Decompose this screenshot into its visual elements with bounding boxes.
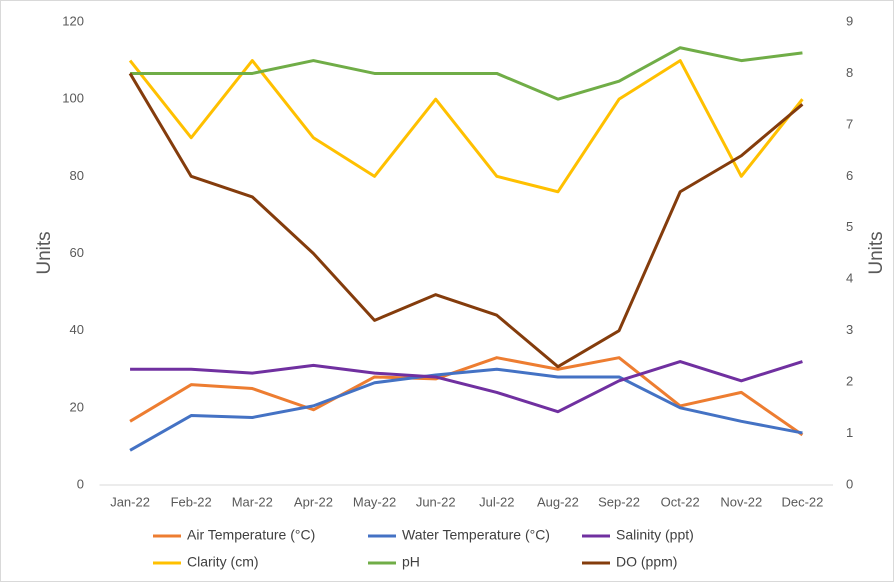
x-tick-label: Apr-22: [294, 494, 333, 509]
legend-label: pH: [402, 554, 420, 570]
y-tick-label: 80: [70, 168, 84, 183]
x-tick-label: May-22: [353, 494, 396, 509]
series-line: [130, 46, 803, 101]
y-tick-label: 100: [62, 91, 84, 106]
y-tick-label: 0: [77, 476, 84, 491]
series-line: [129, 356, 804, 437]
legend-label: Salinity (ppt): [616, 527, 694, 543]
y-axis-title: Units: [34, 231, 55, 274]
y2-axis-title: Units: [866, 231, 887, 274]
y2-tick-label: 2: [846, 374, 853, 389]
legend-label: Clarity (cm): [187, 554, 259, 570]
x-tick-label: Sep-22: [598, 494, 640, 509]
y2-tick-label: 3: [846, 322, 853, 337]
x-tick-label: Feb-22: [171, 494, 212, 509]
y-tick-label: 40: [70, 322, 84, 337]
legend-label: DO (ppm): [616, 554, 677, 570]
y2-tick-label: 9: [846, 13, 853, 28]
x-tick-label: Jul-22: [479, 494, 514, 509]
x-tick-label: Dec-22: [781, 494, 823, 509]
series-line: [129, 367, 803, 452]
y-tick-label: 20: [70, 399, 84, 414]
y-tick-label: 120: [62, 13, 84, 28]
y-tick-label: 60: [70, 245, 84, 260]
x-tick-label: Jan-22: [110, 494, 150, 509]
y2-tick-label: 5: [846, 219, 853, 234]
x-tick-label: Jun-22: [416, 494, 456, 509]
x-tick-label: Oct-22: [661, 494, 700, 509]
legend-label: Water Temperature (°C): [402, 527, 550, 543]
y2-tick-label: 7: [846, 116, 853, 131]
y2-tick-label: 8: [846, 65, 853, 80]
series-line: [130, 360, 803, 414]
x-tick-label: Nov-22: [720, 494, 762, 509]
y2-tick-label: 0: [846, 476, 853, 491]
y2-tick-label: 4: [846, 271, 853, 286]
legend-label: Air Temperature (°C): [187, 527, 315, 543]
y2-tick-label: 1: [846, 425, 853, 440]
x-tick-label: Mar-22: [232, 494, 273, 509]
x-tick-label: Aug-22: [537, 494, 579, 509]
y2-tick-label: 6: [846, 168, 853, 183]
series-line: [128, 72, 804, 369]
